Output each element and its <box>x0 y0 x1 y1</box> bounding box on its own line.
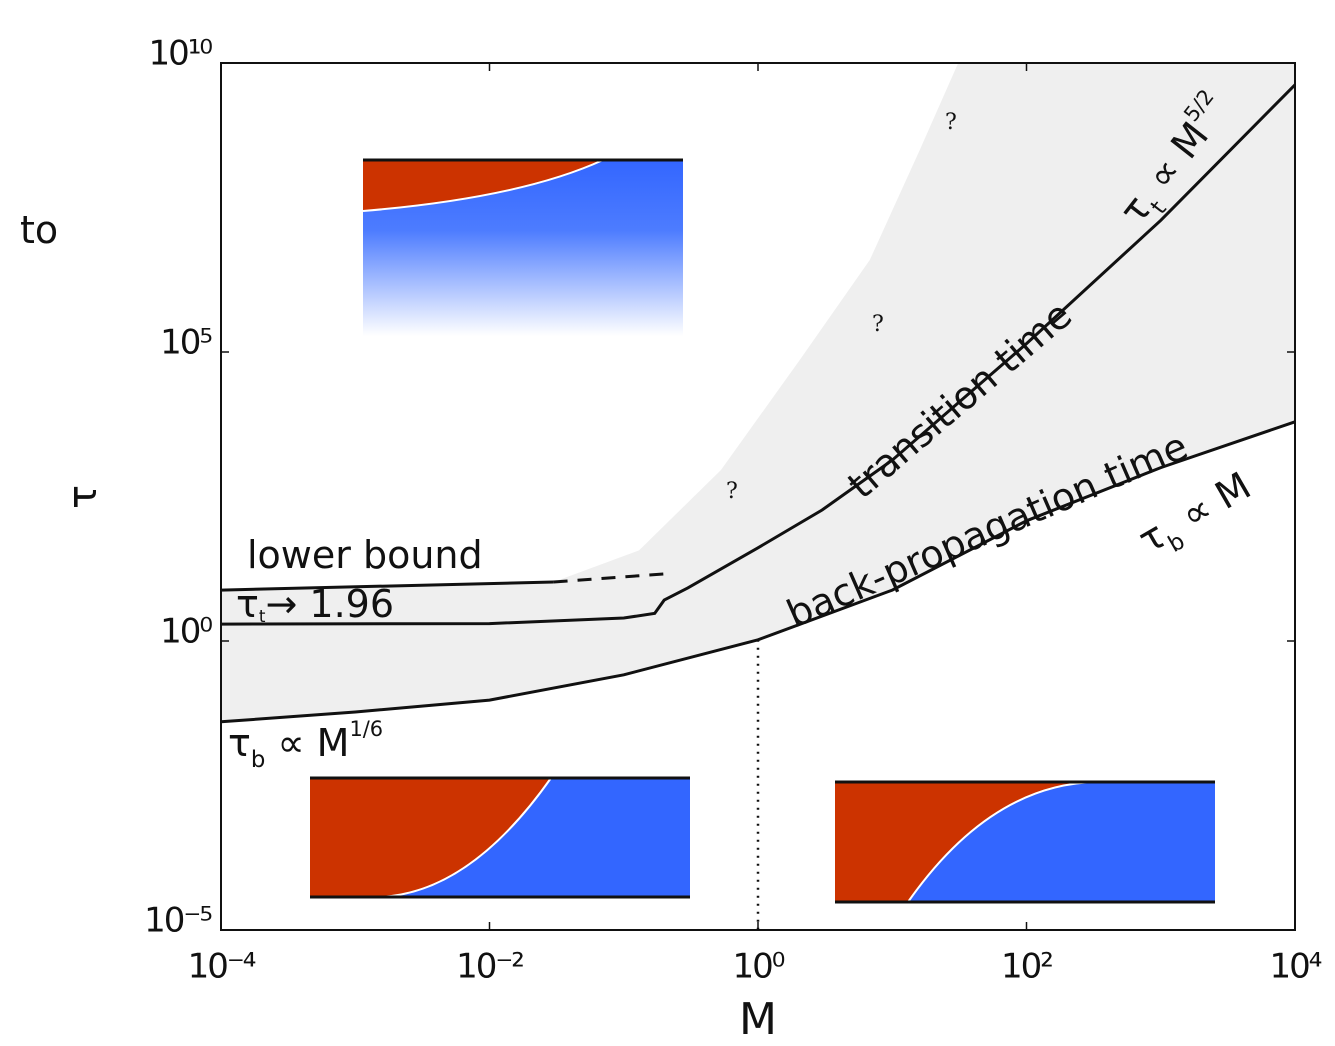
annotation: ? <box>945 110 957 135</box>
x-tick-label: 10⁰ <box>733 947 785 987</box>
chart: 10⁻⁴ 10⁻² 10⁰ 10² 10⁴ 10⁻⁵ 10⁰ 10⁵ 10¹⁰ Mτ lower b… <box>0 0 1335 1046</box>
x-tick-label: 10⁴ <box>1270 947 1322 987</box>
page: {"chart_data": { "type": "line", "x_labe… <box>0 0 1335 1046</box>
inset-left <box>310 778 690 897</box>
y-tick-label: 10⁵ <box>160 323 211 363</box>
annotation: ? <box>872 312 884 337</box>
annotation-part: τ <box>236 582 259 626</box>
inset-right <box>835 782 1215 902</box>
y-tick-label: 10⁻⁵ <box>144 901 211 941</box>
annotation-part: to <box>20 208 58 252</box>
annotation: ? <box>726 479 738 504</box>
y-tick-label: 10¹⁰ <box>148 34 212 74</box>
annotation-part: ? <box>945 110 957 135</box>
annotation-part: 1/6 <box>349 717 383 741</box>
y-axis-label: τ <box>60 485 106 509</box>
annotation-part: ∝ M <box>1163 463 1258 543</box>
x-tick-label: 10⁻² <box>456 947 523 987</box>
x-tick-label: 10⁻⁴ <box>188 947 256 987</box>
annotation-part: ? <box>872 312 884 337</box>
annotation-part: → 1.96 <box>265 582 394 626</box>
annotation-part: b <box>251 747 265 773</box>
annotation-part: lower bound <box>247 533 483 577</box>
annotation-part: τ <box>228 721 251 765</box>
y-tick-label: 10⁰ <box>160 612 212 652</box>
annotation: τb ∝ M1/6 <box>228 717 383 773</box>
x-tick-label: 10² <box>1001 947 1052 987</box>
annotation: to <box>20 208 58 252</box>
annotation: lower bound <box>247 533 483 577</box>
annotation-part: ∝ M <box>265 721 349 765</box>
inset-top <box>363 160 683 336</box>
x-axis-label: M <box>739 994 777 1045</box>
annotation-part: ? <box>726 479 738 504</box>
